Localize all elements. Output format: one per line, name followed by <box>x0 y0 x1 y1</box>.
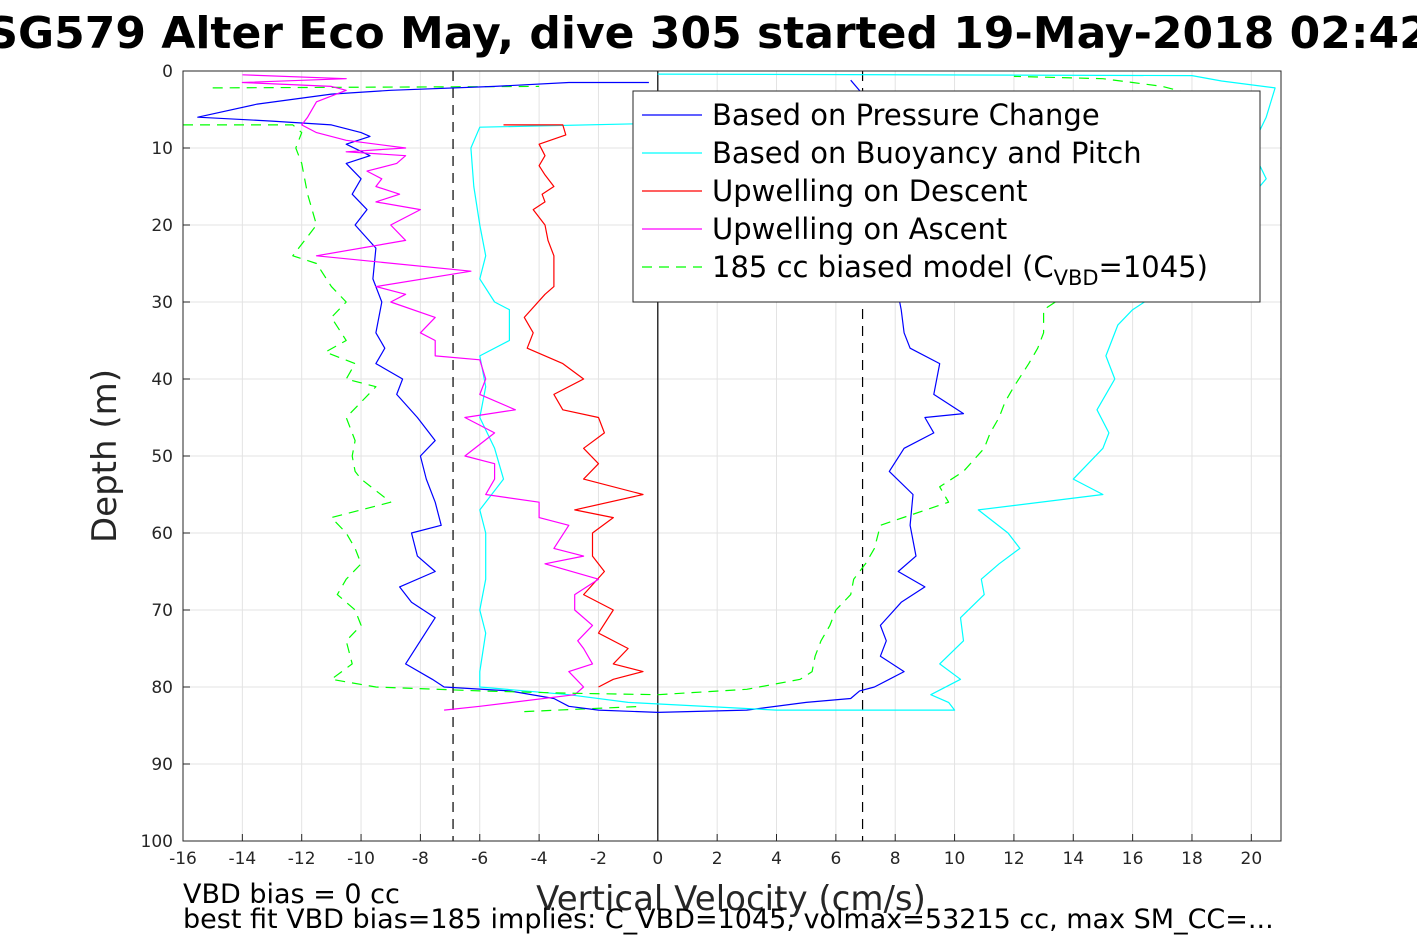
x-tick-label: 0 <box>652 849 663 869</box>
x-tick-label: -14 <box>228 849 256 869</box>
legend-label: Upwelling on Descent <box>712 174 1028 208</box>
x-tick-label: 6 <box>830 849 841 869</box>
legend-label-text: 185 cc biased model (C <box>712 250 1054 284</box>
note-vbd-bias: VBD bias = 0 cc <box>183 879 400 910</box>
x-tick-label: -6 <box>471 849 488 869</box>
legend-label: Based on Pressure Change <box>712 98 1100 132</box>
legend-label-text: Based on Pressure Change <box>712 98 1100 132</box>
y-tick-label: 10 <box>151 139 173 159</box>
x-tick-label: 4 <box>771 849 782 869</box>
y-tick-label: 90 <box>151 755 173 775</box>
y-tick-label: 60 <box>151 524 173 544</box>
y-tick-label: 30 <box>151 293 173 313</box>
x-tick-label: -8 <box>412 849 429 869</box>
legend-label: Upwelling on Ascent <box>712 212 1007 246</box>
legend: Based on Pressure Change Based on Buoyanc… <box>632 90 1261 303</box>
y-tick-label: 50 <box>151 447 173 467</box>
x-tick-label: -4 <box>531 849 548 869</box>
x-tick-label: -12 <box>288 849 316 869</box>
legend-box <box>632 90 1261 303</box>
legend-label-subscript: VBD <box>1054 266 1099 290</box>
x-tick-label: 2 <box>712 849 723 869</box>
x-tick-label: -10 <box>347 849 375 869</box>
series-line-0 <box>197 79 965 714</box>
x-tick-label: -16 <box>169 849 197 869</box>
x-tick-label: 8 <box>890 849 901 869</box>
x-tick-label: 14 <box>1062 849 1084 869</box>
y-tick-label: 40 <box>151 370 173 390</box>
x-tick-label: 18 <box>1181 849 1203 869</box>
x-tick-label: 20 <box>1241 849 1263 869</box>
legend-label-text: Based on Buoyancy and Pitch <box>712 136 1142 170</box>
series-line-2 <box>503 124 644 688</box>
x-tick-label: 10 <box>944 849 966 869</box>
legend-label: 185 cc biased model (CVBD=1045) <box>712 250 1208 290</box>
legend-label-end: =1045) <box>1099 250 1208 284</box>
legend-label-text: Upwelling on Ascent <box>712 212 1007 246</box>
legend-label-text: Upwelling on Descent <box>712 174 1028 208</box>
x-tick-label: -2 <box>590 849 607 869</box>
y-tick-label: 100 <box>141 832 173 852</box>
series-line-3 <box>241 74 600 711</box>
chart-title: SG579 Alter Eco May, dive 305 started 19… <box>0 8 1417 59</box>
y-axis-label: Depth (m) <box>85 369 125 543</box>
tick-labels: -16 -14 -12 -10 -8 -6 -4 -2 0 2 4 6 8 10 12 14 16 18 20 0 10… <box>141 62 1263 869</box>
x-tick-label: 16 <box>1122 849 1144 869</box>
series-line-1 <box>470 73 1276 711</box>
y-tick-label: 70 <box>151 601 173 621</box>
y-tick-label: 0 <box>162 62 173 82</box>
y-tick-label: 20 <box>151 216 173 236</box>
legend-label: Based on Buoyancy and Pitch <box>712 136 1142 170</box>
y-tick-label: 80 <box>151 678 173 698</box>
note-best-fit: best fit VBD bias=185 implies: C_VBD=104… <box>183 904 1274 935</box>
x-axis-label: Vertical Velocity (cm/s) <box>536 879 926 919</box>
series-line-4 <box>183 75 1193 696</box>
series-layer <box>183 73 1276 714</box>
x-tick-label: 12 <box>1003 849 1025 869</box>
series-line-extra <box>524 705 644 713</box>
